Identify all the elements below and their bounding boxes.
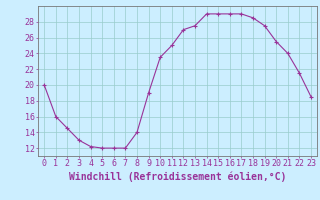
X-axis label: Windchill (Refroidissement éolien,°C): Windchill (Refroidissement éolien,°C) bbox=[69, 171, 286, 182]
